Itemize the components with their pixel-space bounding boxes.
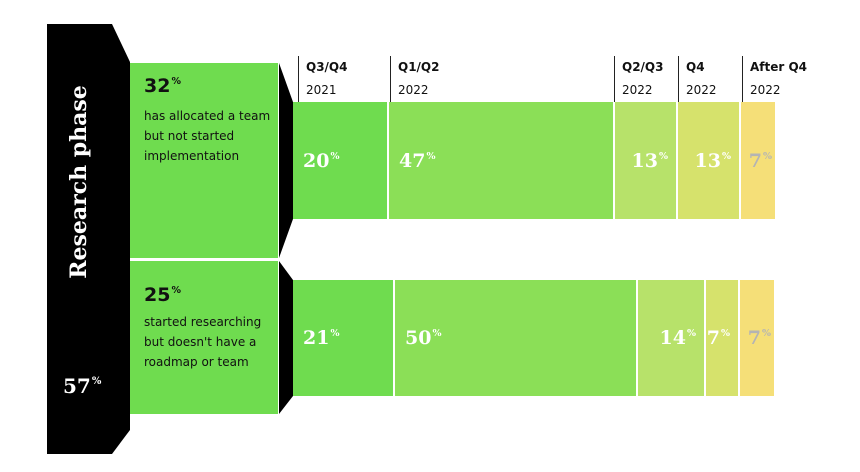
data-label: 13% (631, 149, 668, 172)
segment-box-researching: 25% started researching but doesn't have… (130, 261, 278, 414)
data-label: 13% (694, 149, 731, 172)
research-phase-bar (47, 24, 112, 454)
bar-row-researching-segment: 14% (638, 280, 706, 396)
segment-wedge-bottom (279, 261, 293, 414)
data-label: 50% (405, 327, 442, 349)
segment-wedge-top (279, 63, 293, 258)
bar-row-allocated-segment: 13% (615, 102, 678, 219)
bar-row-allocated-segment: 13% (678, 102, 741, 219)
phase-percentage: 57% (63, 374, 102, 398)
column-header-after-q4-2022: After Q4 2022 (742, 56, 822, 102)
column-header-q3q4-2021: Q3/Q4 2021 (298, 56, 390, 102)
bar-row-researching-segment: 50% (395, 280, 638, 396)
segment-percentage: 25% (144, 284, 181, 306)
bar-row-allocated-segment: 47% (389, 102, 615, 219)
segment-box-allocated: 32% has allocated a team but not started… (130, 63, 278, 258)
bar-row-allocated-segment: 7% (741, 102, 775, 219)
data-label: 47% (399, 149, 436, 172)
data-label: 7% (748, 149, 772, 172)
segment-description: has allocated a team but not started imp… (144, 109, 271, 163)
data-label: 14% (659, 327, 696, 349)
bar-row-researching-segment: 7% (706, 280, 740, 396)
phase-wedge (112, 24, 130, 454)
column-header-q1q2-2022: Q1/Q2 2022 (390, 56, 614, 102)
bar-row-researching-segment: 21% (293, 280, 395, 396)
segment-percentage: 32% (144, 75, 181, 97)
data-label: 21% (303, 327, 340, 349)
column-header-q2q3-2022: Q2/Q3 2022 (614, 56, 678, 102)
segment-description: started researching but doesn't have a r… (144, 315, 262, 369)
bar-row-allocated-segment: 20% (293, 102, 389, 219)
data-label: 20% (303, 149, 340, 172)
column-header-q4-2022: Q4 2022 (678, 56, 742, 102)
bar-row-researching-segment: 7% (740, 280, 774, 396)
data-label: 7% (706, 327, 730, 349)
data-label: 7% (747, 327, 771, 349)
